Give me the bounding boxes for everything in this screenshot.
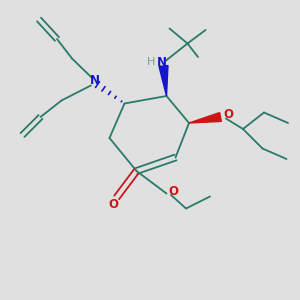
Polygon shape: [189, 112, 221, 123]
Text: O: O: [168, 184, 178, 198]
Text: H: H: [147, 57, 155, 68]
Text: N: N: [157, 56, 167, 69]
Polygon shape: [159, 66, 168, 96]
Text: N: N: [90, 74, 100, 88]
Text: O: O: [108, 197, 118, 211]
Text: O: O: [223, 108, 233, 121]
